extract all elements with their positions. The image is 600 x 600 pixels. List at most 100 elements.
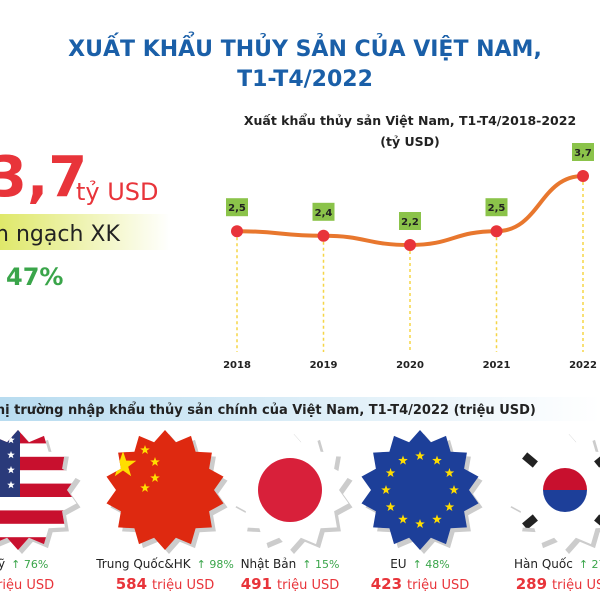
label-band: [0, 214, 170, 250]
star: [7, 451, 15, 459]
star: [444, 502, 455, 511]
star: [150, 457, 160, 466]
point: [317, 229, 330, 242]
star: [432, 514, 442, 524]
flag-group: [0, 430, 77, 550]
market-unit: triệu USD: [152, 578, 214, 593]
market-unit: triệu USD: [407, 578, 469, 593]
star: [7, 481, 15, 489]
star: [109, 451, 137, 477]
star: [398, 455, 408, 465]
canton: [0, 430, 20, 497]
market-value: 289: [516, 575, 547, 593]
value-label-box: [399, 212, 421, 230]
x-tick-label: 2019: [310, 360, 338, 371]
market-label: Hàn Quốc ↑ 27%: [514, 557, 600, 571]
star: [385, 502, 396, 511]
market-value: 491: [241, 575, 272, 593]
chart-subtitle: (tỷ USD): [380, 134, 439, 149]
market-name: Mỹ: [0, 557, 5, 571]
flag-group: [361, 430, 479, 550]
value-label: 2,5: [228, 203, 246, 214]
market-label: Mỹ ↑ 76%: [0, 557, 48, 571]
value-label: 2,4: [315, 208, 333, 219]
star: [415, 451, 425, 460]
market-value-line: 491 triệu USD: [241, 575, 340, 593]
market-value-line: 289 triệu USD: [516, 575, 600, 593]
chart-title: Xuất khẩu thủy sản Việt Nam, T1-T4/2018-…: [244, 113, 576, 128]
star: [449, 485, 459, 494]
taeguk-bottom: [543, 490, 587, 512]
value-label: 2,2: [401, 217, 419, 228]
point: [490, 225, 503, 238]
market-unit: triệu USD: [277, 578, 339, 593]
trigram: [522, 514, 538, 530]
star: [7, 436, 15, 444]
x-tick-label: 2020: [396, 360, 424, 371]
star: [140, 483, 150, 492]
summary-change: 47%: [6, 263, 63, 291]
market-value: 423: [371, 575, 402, 593]
star: [444, 468, 455, 477]
taeguk-top: [543, 468, 587, 490]
market-name: Trung Quốc&HK: [95, 557, 192, 571]
point: [577, 170, 589, 182]
line: [236, 174, 584, 248]
sun: [258, 458, 322, 522]
point: [404, 239, 416, 251]
star: [385, 468, 396, 477]
market-value-line: triệu USD: [0, 578, 54, 593]
summary-value: 3,7: [0, 145, 87, 210]
star: [150, 473, 160, 482]
market-unit: triệu USD: [0, 578, 54, 593]
star: [415, 519, 425, 528]
market-label: Nhật Bản ↑ 15%: [241, 557, 340, 571]
flag-group: [106, 430, 224, 550]
market-change: ↑ 98%: [197, 558, 234, 571]
trigram: [594, 452, 600, 468]
market-label: Trung Quốc&HK ↑ 98%: [95, 557, 234, 571]
market-unit: triệu USD: [552, 578, 600, 593]
markets-title: Thị trường nhập khẩu thủy sản chính của …: [0, 402, 536, 418]
market-name: EU: [390, 557, 406, 571]
value-label-box: [485, 198, 508, 217]
x-tick-label: 2022: [569, 360, 597, 371]
star: [140, 445, 150, 454]
flag-group: [231, 430, 349, 550]
star: [432, 455, 442, 465]
stripe: [0, 510, 77, 524]
title: T1-T4/2022: [237, 67, 373, 92]
summary-unit: tỷ USD: [76, 178, 159, 206]
market-value-line: 584 triệu USD: [116, 575, 215, 593]
heading-band: [0, 397, 600, 421]
value-label-box: [226, 198, 248, 217]
star: [7, 466, 15, 474]
flag: [361, 430, 479, 550]
trigram: [522, 452, 538, 468]
value-label: 2,5: [488, 203, 506, 214]
title: XUẤT KHẨU THỦY SẢN CỦA VIỆT NAM,: [68, 33, 542, 62]
star: [398, 514, 408, 524]
market-change: ↑ 48%: [413, 558, 450, 571]
value-label-box: [312, 202, 335, 221]
x-tick-label: 2018: [223, 360, 251, 371]
market-change: ↑ 76%: [11, 558, 48, 571]
summary-label: Kim ngạch XK: [0, 222, 120, 247]
market-change: ↑ 27%: [579, 558, 600, 571]
flag-group: [506, 430, 600, 550]
market-name: Hàn Quốc: [514, 557, 573, 571]
point: [231, 225, 243, 238]
market-change: ↑ 15%: [302, 558, 339, 571]
market-value-line: 423 triệu USD: [371, 575, 470, 593]
star: [381, 485, 391, 494]
market-name: Nhật Bản: [241, 557, 297, 571]
market-value: 584: [116, 575, 147, 593]
value-label: 3,7: [574, 148, 592, 159]
value-label-box: [572, 143, 594, 161]
market-label: EU ↑ 48%: [390, 557, 450, 571]
trigram: [594, 514, 600, 530]
flag: [106, 430, 224, 550]
x-tick-label: 2021: [483, 360, 511, 371]
